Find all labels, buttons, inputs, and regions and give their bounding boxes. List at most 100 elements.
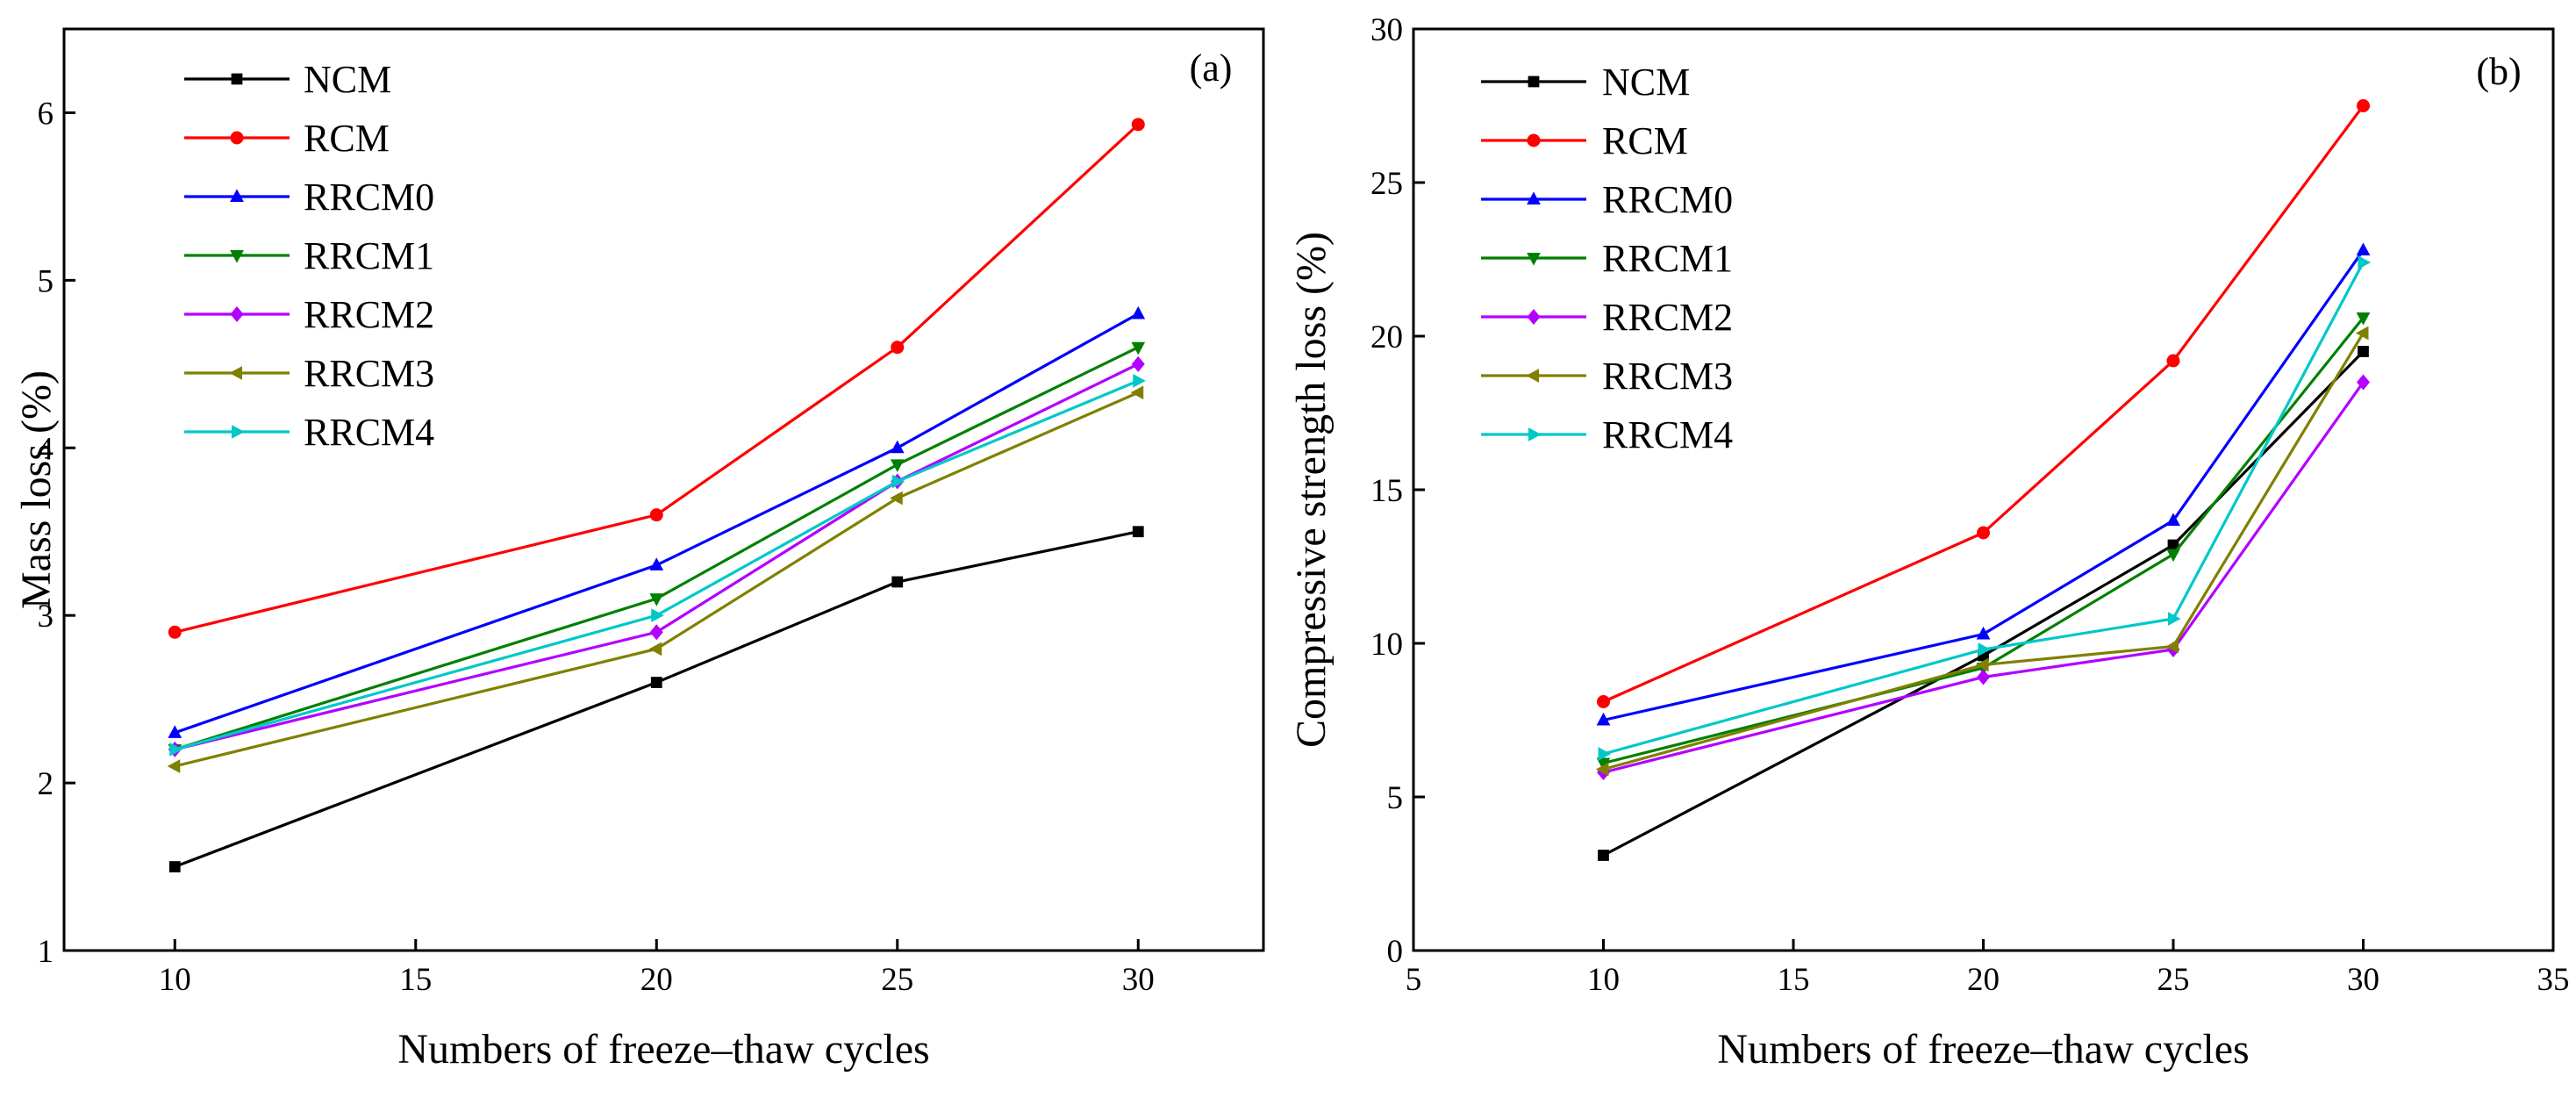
legend-item: RRCM2 xyxy=(1481,296,1733,339)
series-rrcm3 xyxy=(1595,326,2369,777)
data-point xyxy=(890,491,903,506)
legend-marker xyxy=(230,189,244,202)
y-tick-label: 4 xyxy=(38,431,54,467)
data-point xyxy=(2355,326,2369,341)
panel-label: (a) xyxy=(1190,47,1233,90)
y-tick-label: 6 xyxy=(38,96,54,132)
series-ncm xyxy=(168,526,1144,872)
x-tick-label: 25 xyxy=(881,962,913,998)
data-point xyxy=(168,625,182,639)
x-tick-label: 25 xyxy=(2157,962,2190,998)
y-tick-label: 5 xyxy=(38,263,54,299)
legend-item: RRCM1 xyxy=(1481,237,1733,280)
data-point xyxy=(649,624,663,641)
legend-marker xyxy=(1527,253,1541,266)
series-line xyxy=(174,379,1139,751)
legend: NCM RCM RRCM0 RRCM1 RRCM2 RRCM3 RRCM4 xyxy=(1481,61,1733,456)
data-point xyxy=(891,341,905,355)
y-tick-label: 0 xyxy=(1387,934,1404,970)
legend-item: RCM xyxy=(184,117,390,160)
data-point xyxy=(1595,762,1609,777)
legend: NCM RCM RRCM0 RRCM1 RRCM2 RRCM3 RRCM4 xyxy=(184,58,434,454)
legend-label: NCM xyxy=(304,58,391,101)
legend-label: RRCM0 xyxy=(1602,178,1733,221)
legend-item: RRCM1 xyxy=(184,234,434,277)
x-tick-label: 30 xyxy=(1122,962,1155,998)
data-point xyxy=(1977,526,1990,540)
series-line xyxy=(174,530,1139,869)
data-point xyxy=(2357,374,2370,391)
data-point xyxy=(1596,757,1611,771)
data-point xyxy=(1131,118,1145,132)
legend-item: RRCM0 xyxy=(184,176,434,219)
data-point xyxy=(649,508,663,522)
series-rcm xyxy=(1597,99,2370,708)
y-tick-label: 30 xyxy=(1370,12,1403,48)
panel-label: (b) xyxy=(2476,50,2521,93)
legend-marker xyxy=(230,306,244,322)
legend-label: RCM xyxy=(304,117,390,160)
data-point xyxy=(2166,354,2180,368)
series-line xyxy=(174,362,1139,751)
data-point xyxy=(1977,669,1990,685)
legend-marker xyxy=(1527,133,1541,147)
series-line xyxy=(1602,104,2365,703)
legend-marker xyxy=(232,425,245,439)
series-line xyxy=(1603,381,2365,774)
x-axis-title: Numbers of freeze–thaw cycles xyxy=(1717,1026,2249,1073)
data-point xyxy=(1131,355,1145,372)
y-tick-label: 20 xyxy=(1370,319,1403,355)
legend-item: RRCM4 xyxy=(184,411,434,454)
data-point xyxy=(2356,312,2371,326)
data-point xyxy=(167,759,181,773)
data-point xyxy=(2167,539,2179,551)
data-point xyxy=(2358,255,2372,269)
data-point xyxy=(1132,526,1144,538)
x-tick-label: 35 xyxy=(2537,962,2570,998)
legend-label: RRCM3 xyxy=(304,352,434,395)
legend-marker xyxy=(1527,191,1541,204)
x-tick-label: 20 xyxy=(640,962,673,998)
data-point xyxy=(1598,747,1612,761)
series-line xyxy=(1603,262,2365,756)
data-point xyxy=(2356,242,2371,255)
data-point xyxy=(890,459,905,472)
data-point xyxy=(168,725,182,738)
legend-marker xyxy=(229,366,242,380)
data-point xyxy=(1131,341,1146,355)
legend-item: RRCM0 xyxy=(1481,178,1733,221)
legend-label: RRCM0 xyxy=(304,176,434,219)
x-tick-label: 15 xyxy=(1778,962,1810,998)
legend-item: RRCM3 xyxy=(1481,355,1733,398)
x-tick-label: 20 xyxy=(1967,962,2000,998)
y-tick-label: 25 xyxy=(1370,166,1403,202)
series-rrcm3 xyxy=(167,385,1144,773)
series-rrcm4 xyxy=(169,374,1146,757)
data-point xyxy=(2166,513,2180,526)
data-point xyxy=(649,557,664,570)
data-point xyxy=(2166,549,2180,563)
data-point xyxy=(1978,642,1992,657)
data-point xyxy=(1130,385,1144,400)
legend-label: RRCM4 xyxy=(1602,413,1733,456)
legend-marker xyxy=(230,250,244,263)
chart-panel-a: 10 15 20 25 30 1 2 3 4 5 6 Numbers of freeze–thaw c… xyxy=(13,27,1265,1073)
data-point xyxy=(891,576,904,588)
series-rrcm4 xyxy=(1598,255,2372,761)
legend-label: RRCM1 xyxy=(304,234,434,277)
legend-item: NCM xyxy=(184,58,391,101)
x-tick-label: 10 xyxy=(1587,962,1620,998)
plot-frame xyxy=(62,27,1265,952)
x-tick-label: 30 xyxy=(2347,962,2379,998)
legend-label: RRCM2 xyxy=(1602,296,1733,339)
series-line xyxy=(1603,249,2365,722)
data-point xyxy=(650,677,662,688)
data-point xyxy=(169,743,182,757)
x-tick-label: 15 xyxy=(399,962,432,998)
y-tick-label: 2 xyxy=(38,766,54,802)
data-point xyxy=(649,593,664,606)
legend-label: NCM xyxy=(1602,61,1690,104)
series-line xyxy=(1602,350,2365,857)
